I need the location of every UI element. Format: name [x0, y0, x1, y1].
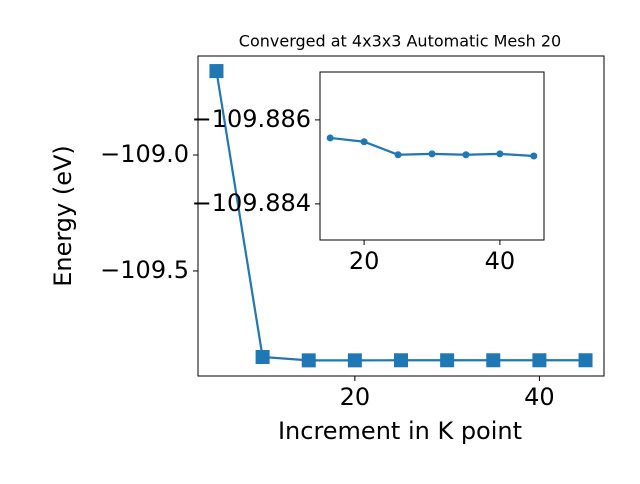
marker [394, 353, 408, 368]
y-tick-label: −109.5 [100, 256, 189, 284]
marker [209, 64, 224, 79]
marker [428, 150, 436, 158]
marker [462, 151, 470, 159]
x-tick-label: 20 [349, 247, 380, 275]
marker [301, 353, 316, 368]
chart-title: Converged at 4x3x3 Automatic Mesh 20 [239, 32, 561, 51]
marker [578, 353, 593, 368]
marker [486, 353, 501, 368]
x-tick-label: 20 [340, 383, 371, 411]
marker [530, 152, 538, 160]
marker [326, 134, 334, 142]
y-tick-label: −109.0 [100, 140, 189, 168]
marker [394, 151, 402, 159]
x-tick-label: 40 [524, 383, 555, 411]
x-tick-label: 40 [485, 247, 516, 275]
y-tick-label: −109.886 [192, 105, 311, 133]
marker [440, 353, 455, 368]
marker [496, 150, 504, 158]
y-tick-label: −109.884 [192, 189, 311, 217]
marker [255, 349, 270, 364]
y-axis-label: Energy (eV) [49, 145, 77, 287]
marker [532, 353, 547, 368]
marker [347, 353, 362, 368]
x-axis-label: Increment in K point [278, 417, 522, 445]
marker [360, 138, 368, 146]
